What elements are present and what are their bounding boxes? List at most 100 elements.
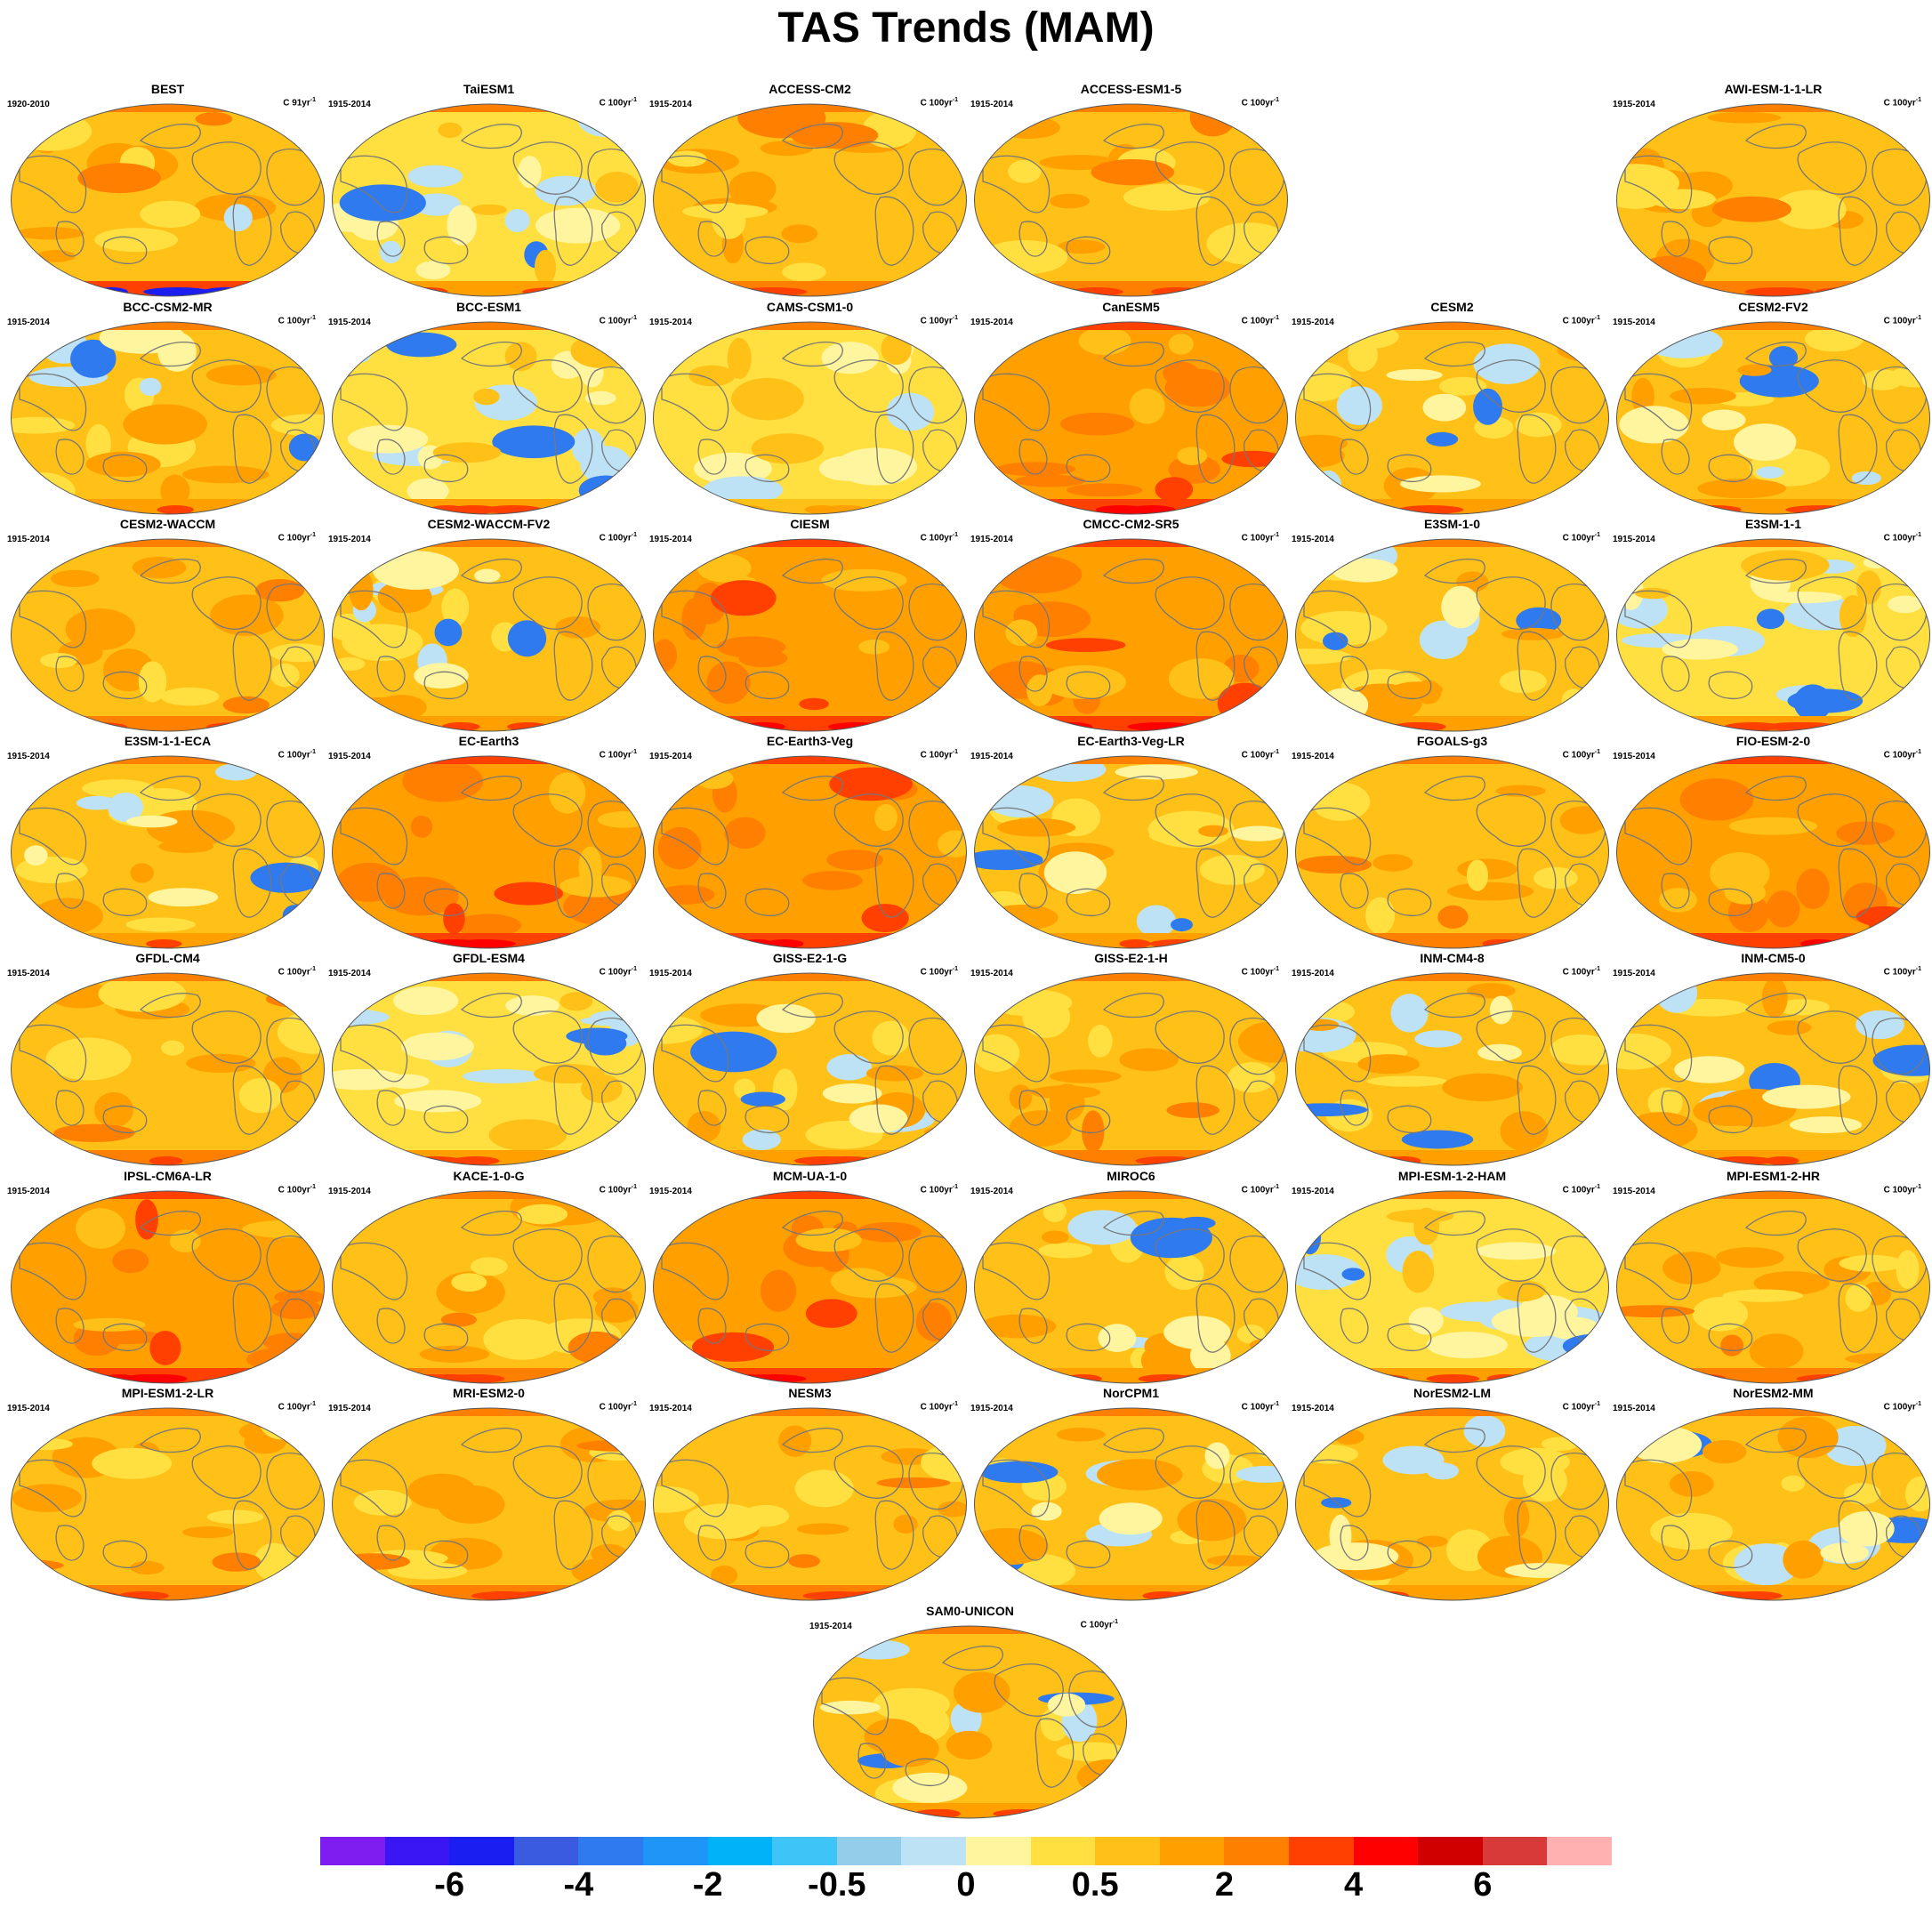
colorbar-swatch (384, 1837, 450, 1865)
trend-region (1058, 239, 1106, 254)
map-border (653, 321, 967, 515)
map-panel: BCC-CSM2-MR 1915-2014 C 100yr-1 (7, 300, 328, 519)
panel-units-text: C 100yr (1562, 750, 1595, 761)
trend-region (727, 337, 752, 380)
trend-region (1096, 1459, 1183, 1491)
panel-units: C 100yr-1 (1242, 1184, 1279, 1195)
trend-region (1129, 388, 1165, 424)
panel-period: 1915-2014 (7, 318, 50, 327)
trend-region (504, 342, 537, 372)
antarctic-region (484, 1591, 514, 1600)
trend-region (1311, 782, 1371, 821)
panel-title: FGOALS-g3 (1416, 734, 1488, 748)
trend-region (834, 447, 917, 486)
trend-region (1295, 648, 1352, 664)
map-panel: KACE-1-0-G 1915-2014 C 100yr-1 (328, 1169, 649, 1389)
panel-title: MPI-ESM-1-2-HAM (1397, 1169, 1507, 1183)
panel-units: C 100yr-1 (1081, 1619, 1118, 1630)
panel-period: 1915-2014 (970, 535, 1013, 544)
trend-region (125, 917, 196, 932)
trend-region (1419, 620, 1468, 660)
trend-region (1315, 470, 1342, 503)
panel-units: C 91yr-1 (283, 97, 316, 108)
panel-period: 1915-2014 (1292, 318, 1334, 327)
trend-region (259, 1408, 304, 1440)
map-panel: NorCPM1 1915-2014 C 100yr-1 (970, 1386, 1292, 1606)
antarctic-region (876, 939, 916, 948)
trend-region (1722, 1289, 1804, 1302)
colorbar (320, 1837, 1612, 1865)
trend-region (742, 1129, 781, 1150)
panel-units-exponent: -1 (952, 532, 958, 538)
trend-region (1047, 1693, 1086, 1717)
world-map (653, 1407, 967, 1601)
trend-region (534, 249, 557, 286)
colorbar-swatch (1353, 1837, 1419, 1865)
panel-units-text: C 100yr (1562, 533, 1595, 543)
trend-region (11, 416, 76, 434)
world-map (332, 1407, 646, 1601)
trend-region (1171, 918, 1193, 932)
trend-region (1441, 585, 1481, 629)
trend-region (1366, 1075, 1448, 1087)
panel-units-text: C 100yr (1883, 967, 1916, 978)
panel-period: 1915-2014 (7, 1187, 50, 1196)
trend-region (1426, 1332, 1509, 1359)
trend-region (1155, 477, 1194, 503)
antarctic-region (122, 1374, 173, 1383)
panel-units-text: C 100yr (599, 967, 632, 978)
panel-units: C 100yr-1 (1242, 97, 1279, 108)
trend-region (1164, 368, 1231, 407)
panel-period: 1915-2014 (7, 1404, 50, 1413)
trend-region (1050, 1069, 1122, 1083)
panel-units-text: C 100yr (599, 1402, 632, 1413)
panel-units-text: C 100yr (1562, 967, 1595, 978)
trend-region (893, 1514, 918, 1534)
trend-region (1030, 1085, 1101, 1099)
trend-region (535, 207, 621, 244)
trend-region (1775, 999, 1830, 1016)
panel-period: 1915-2014 (809, 1622, 852, 1631)
antarctic-region (521, 287, 590, 296)
world-map (1616, 1190, 1930, 1384)
antarctic-region (1369, 939, 1402, 948)
antarctic-region (723, 505, 765, 514)
panel-period: 1915-2014 (328, 969, 371, 978)
trend-region (1662, 639, 1738, 660)
panel-units: C 100yr-1 (1884, 966, 1921, 977)
world-map (332, 321, 646, 515)
world-map (11, 321, 325, 515)
panel-period: 1915-2014 (1292, 969, 1334, 978)
trend-region (1408, 1307, 1444, 1335)
trend-region (994, 555, 1083, 594)
panel-units-text: C 100yr (1241, 750, 1274, 761)
trend-region (130, 1560, 165, 1575)
map-panel: EC-Earth3 1915-2014 C 100yr-1 (328, 734, 649, 954)
trend-region (760, 141, 814, 157)
panel-period: 1915-2014 (649, 535, 692, 544)
panel-period: 1915-2014 (1613, 1404, 1655, 1413)
trend-region (819, 1700, 881, 1715)
trend-region (1896, 1250, 1920, 1289)
arctic-band (332, 539, 646, 547)
antarctic-band (1295, 1585, 1609, 1600)
panel-units: C 100yr-1 (278, 749, 316, 760)
trend-region (1843, 1483, 1881, 1505)
trend-region (244, 1430, 286, 1454)
panel-units-text: C 100yr (278, 1185, 310, 1196)
trend-region (108, 792, 144, 822)
trend-region (790, 122, 879, 149)
antarctic-region (1744, 287, 1814, 296)
antarctic-region (1638, 939, 1703, 948)
trend-region (1008, 159, 1042, 183)
trend-region (864, 1719, 922, 1755)
trend-region (223, 204, 253, 232)
panel-title: GISS-E2-1-G (772, 951, 848, 965)
antarctic-band (653, 1368, 967, 1383)
trend-region (1148, 827, 1204, 844)
trend-region (210, 594, 284, 636)
colorbar-swatch (513, 1837, 579, 1865)
trend-region (419, 1345, 490, 1364)
panel-title: CESM2-WACCM (119, 517, 216, 531)
panel-units-exponent: -1 (1273, 532, 1279, 538)
